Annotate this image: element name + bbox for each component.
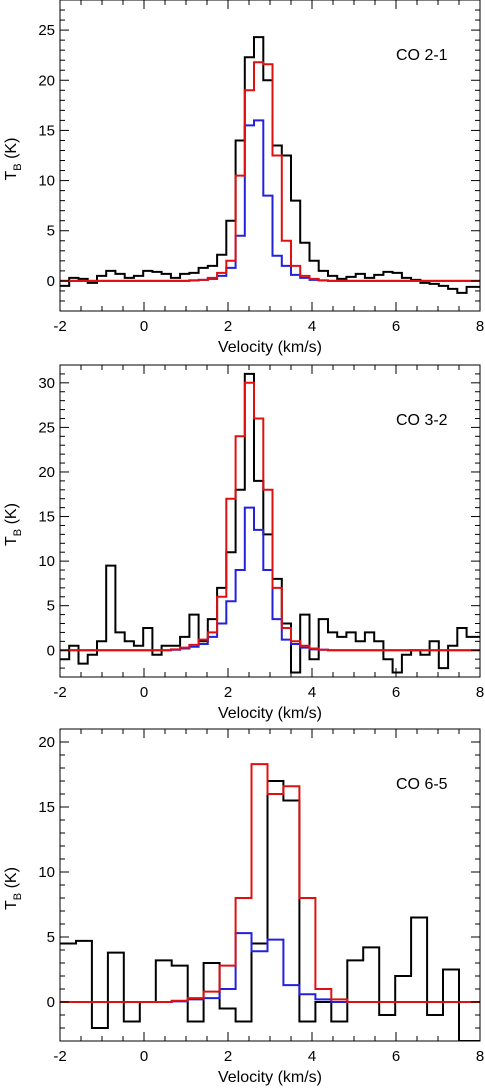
y-tick-label: 25: [38, 22, 55, 39]
y-tick-label: 15: [38, 799, 55, 816]
y-axis-label-unit: (K): [3, 867, 20, 893]
panel-label: CO 6-5: [396, 776, 448, 793]
y-axis-label: TB (K): [3, 867, 24, 910]
panel-1: -2 0 2 4 6 8 0 5 10 15 20 25 Velocity (km/s) TB (K) CO…: [3, 0, 484, 356]
x-tick-label: 4: [308, 684, 316, 701]
x-tick-label: 6: [392, 684, 400, 701]
x-axis-label: Velocity (km/s): [218, 339, 322, 356]
x-tick-label: 2: [224, 1048, 232, 1065]
y-tick-label: 0: [47, 994, 55, 1011]
y-axis-label-subscript: B: [12, 529, 24, 536]
x-tick-label: 2: [224, 684, 232, 701]
y-axis-label-subscript: B: [12, 893, 24, 900]
y-axis-label: TB (K): [3, 138, 24, 181]
series-observed-line: [60, 780, 480, 1041]
y-axis-label-main: T: [3, 171, 20, 181]
y-tick-label: 5: [47, 598, 55, 615]
y-axis-label-main: T: [3, 900, 20, 910]
y-tick-label: 15: [38, 122, 55, 139]
y-tick-label: 20: [38, 734, 55, 751]
panel-2: -2 0 2 4 6 8 0 5 10 15 20 25 30 Velocity (km/s) TB (K)…: [3, 364, 484, 722]
y-tick-label: 20: [38, 464, 55, 481]
series-group: [60, 763, 480, 1041]
y-tick-label: 20: [38, 72, 55, 89]
x-tick-label: 0: [140, 684, 148, 701]
x-tick-label: 6: [392, 318, 400, 335]
y-tick-label: 10: [38, 553, 55, 570]
x-tick-label: 4: [308, 318, 316, 335]
y-axis-label: TB (K): [3, 503, 24, 546]
panel-label: CO 3-2: [396, 412, 448, 429]
x-tick-label: 8: [476, 1048, 484, 1065]
panel-label: CO 2-1: [396, 47, 448, 64]
y-axis-label-unit: (K): [3, 138, 20, 164]
x-tick-label: 8: [476, 318, 484, 335]
y-tick-label: 10: [38, 173, 55, 190]
series-model_a-line: [60, 506, 480, 652]
y-axis-label-subscript: B: [12, 163, 24, 170]
y-axis-label-unit: (K): [3, 503, 20, 529]
y-tick-label: 0: [47, 642, 55, 659]
x-tick-label: -2: [53, 318, 66, 335]
y-tick-label: 0: [47, 273, 55, 290]
series-group: [60, 36, 480, 294]
series-model_a-line: [60, 119, 480, 282]
x-tick-label: 2: [224, 318, 232, 335]
panel-3: -2 0 2 4 6 8 0 5 10 15 20 Velocity (km/s) TB (K) CO 6…: [3, 728, 484, 1086]
y-tick-label: 15: [38, 509, 55, 526]
series-model_b-line: [60, 381, 480, 652]
y-tick-label: 5: [47, 929, 55, 946]
series-model_b-line: [60, 763, 480, 1003]
y-tick-label: 30: [38, 375, 55, 392]
x-tick-label: -2: [53, 684, 66, 701]
x-tick-label: 0: [140, 318, 148, 335]
y-tick-label: 10: [38, 864, 55, 881]
x-tick-label: 8: [476, 684, 484, 701]
y-tick-label: 5: [47, 223, 55, 240]
x-tick-label: -2: [53, 1048, 66, 1065]
y-axis-label-main: T: [3, 536, 20, 546]
series-observed-line: [60, 36, 480, 294]
y-tick-label: 25: [38, 419, 55, 436]
series-group: [60, 372, 480, 674]
x-tick-label: 6: [392, 1048, 400, 1065]
x-tick-label: 0: [140, 1048, 148, 1065]
x-axis-label: Velocity (km/s): [218, 1069, 322, 1086]
x-tick-label: 4: [308, 1048, 316, 1065]
series-model_b-line: [60, 61, 480, 282]
x-axis-label: Velocity (km/s): [218, 705, 322, 722]
